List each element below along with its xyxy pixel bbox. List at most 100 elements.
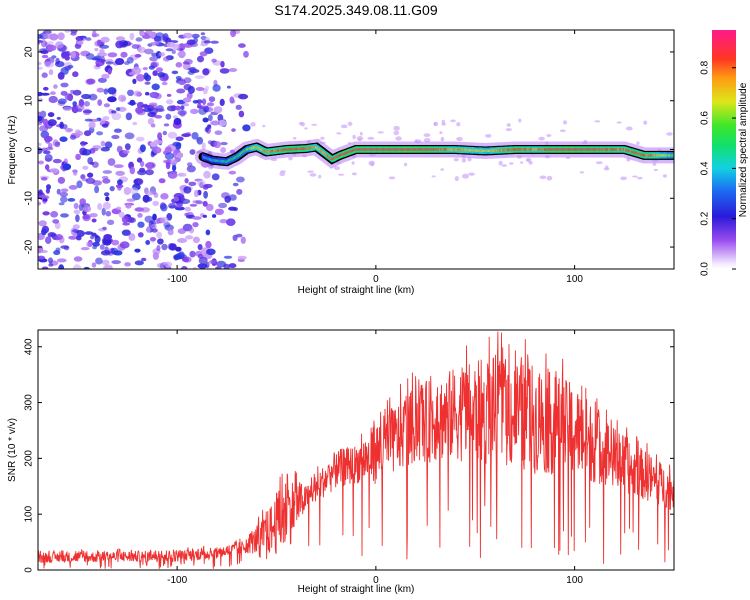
noise-blob: [197, 263, 208, 269]
noise-blob: [44, 61, 54, 68]
noise-blob: [62, 163, 72, 171]
noise-blob: [113, 128, 122, 133]
noise-blob: [336, 132, 342, 135]
x-tick-label: 100: [566, 274, 583, 285]
noise-blob: [105, 61, 114, 65]
noise-blob: [637, 176, 643, 180]
noise-blob: [186, 39, 196, 46]
y-tick-label: -10: [24, 191, 35, 206]
noise-blob: [192, 216, 202, 220]
noise-blob: [214, 208, 224, 215]
noise-blob: [498, 160, 503, 166]
noise-blob: [164, 152, 174, 160]
noise-blob: [116, 145, 123, 153]
noise-blob: [147, 197, 153, 202]
y-tick-label: 300: [24, 394, 35, 411]
noise-blob: [162, 130, 167, 136]
noise-blob: [99, 49, 105, 53]
noise-blob: [80, 140, 86, 147]
noise-blob: [92, 241, 100, 247]
noise-blob: [101, 259, 110, 266]
noise-blob: [184, 58, 193, 65]
snr-y-ticks: 0 100 200 300 400: [24, 338, 674, 573]
noise-blob: [393, 130, 400, 136]
noise-blob: [154, 220, 161, 225]
noise-blob: [177, 228, 187, 235]
noise-blob: [76, 40, 84, 45]
noise-blob: [171, 50, 176, 54]
noise-blob: [121, 229, 131, 236]
x-tick-label: 100: [566, 575, 583, 586]
noise-blob: [197, 103, 202, 109]
noise-blob: [163, 123, 170, 127]
noise-blob: [111, 110, 117, 114]
noise-blob: [210, 120, 221, 126]
noise-blob: [103, 103, 110, 108]
noise-blob: [318, 174, 322, 179]
noise-blob: [152, 146, 162, 154]
noise-blob: [320, 136, 325, 140]
noise-blob: [219, 68, 230, 74]
noise-blob: [107, 52, 118, 58]
noise-blob: [187, 70, 195, 75]
spectrogram-x-axis-label: Height of straight line (km): [298, 285, 415, 296]
noise-blob: [102, 178, 111, 184]
noise-blob: [388, 176, 396, 180]
noise-blob: [45, 164, 50, 171]
noise-blob: [358, 138, 362, 142]
snr-x-ticks: -100 0 100: [167, 330, 583, 586]
noise-blob: [127, 217, 136, 224]
noise-blob: [66, 94, 72, 101]
noise-blob: [75, 214, 80, 223]
noise-blob: [192, 236, 200, 244]
noise-blob: [151, 52, 158, 57]
colorbar-tick-label: 0.8: [700, 60, 711, 74]
noise-blob: [59, 121, 64, 129]
noise-blob: [125, 112, 133, 121]
noise-blob: [559, 129, 566, 133]
noise-blob: [79, 198, 86, 206]
noise-blob: [144, 48, 154, 55]
noise-blob: [200, 32, 206, 36]
noise-blob: [101, 73, 110, 79]
noise-blob: [72, 229, 80, 233]
noise-blob: [237, 255, 247, 260]
noise-blob: [48, 69, 54, 76]
noise-blob: [192, 200, 201, 204]
noise-blob: [652, 162, 657, 166]
noise-blob: [52, 158, 62, 164]
noise-blob: [91, 218, 97, 223]
noise-blob: [175, 136, 184, 142]
noise-blob: [170, 105, 177, 109]
noise-blob: [562, 120, 568, 125]
noise-blob: [166, 93, 172, 97]
noise-blob: [238, 93, 249, 100]
colorbar: 0.0 0.2 0.4 0.6 0.8 Normalized spectral ampl…: [700, 30, 749, 276]
noise-blob: [148, 65, 155, 70]
noise-blob: [53, 250, 61, 256]
noise-blob: [94, 235, 101, 244]
noise-blob: [96, 39, 102, 46]
noise-blob: [56, 258, 67, 263]
noise-blob: [52, 219, 60, 224]
noise-blob: [47, 142, 53, 149]
noise-blob: [181, 265, 188, 269]
noise-blob: [160, 193, 169, 200]
noise-blob: [206, 203, 214, 211]
noise-blob: [81, 93, 92, 100]
noise-blob: [56, 116, 61, 120]
noise-blob: [145, 169, 154, 176]
noise-blob: [95, 257, 103, 265]
noise-blob: [198, 256, 208, 265]
noise-blob: [38, 189, 43, 196]
noise-blob: [152, 190, 157, 196]
noise-blob: [45, 157, 52, 162]
noise-blob: [235, 233, 243, 238]
noise-blob: [107, 158, 116, 166]
noise-blob: [168, 171, 178, 179]
noise-blob: [616, 121, 622, 124]
noise-blob: [538, 136, 545, 141]
noise-blob: [49, 33, 59, 41]
noise-blob: [60, 90, 68, 96]
noise-blob: [170, 158, 178, 166]
